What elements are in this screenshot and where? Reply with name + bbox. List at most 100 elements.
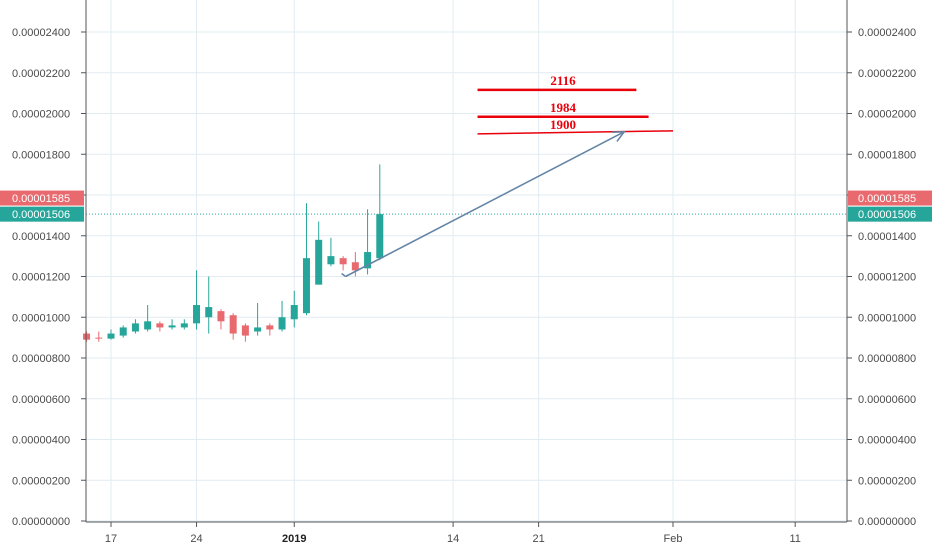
candle-body — [229, 315, 237, 334]
candles — [83, 164, 384, 342]
candle — [278, 300, 286, 332]
candle-body — [83, 333, 91, 340]
candle — [180, 319, 188, 330]
y-axis-right: 0.00000000 0.00000200 0.00000400 0.00000600… — [858, 27, 916, 528]
y-tick-label: 0.00001200 — [858, 272, 916, 284]
candle-body — [254, 327, 262, 332]
candle-body — [180, 323, 188, 328]
candle — [376, 164, 384, 261]
candle — [217, 309, 225, 330]
grid — [86, 0, 847, 522]
level-label-2116: 2116 — [550, 73, 576, 88]
candle-body — [364, 252, 372, 269]
y-tick-label: 0.00002000 — [858, 109, 916, 121]
price-badge-left-label: 0.00001585 — [12, 193, 70, 205]
candle-body — [266, 325, 274, 330]
y-tick-label: 0.00002000 — [12, 109, 70, 121]
y-tick-label: 0.00000000 — [858, 516, 916, 528]
candle — [339, 256, 347, 271]
candle-body — [119, 327, 127, 336]
candle — [327, 237, 335, 267]
candle — [364, 209, 372, 275]
x-tick-label: 2019 — [282, 533, 306, 545]
y-tick-label: 0.00001000 — [858, 312, 916, 324]
y-tick-label: 0.00000200 — [12, 475, 70, 487]
candle — [83, 331, 91, 342]
candle — [266, 323, 274, 336]
y-tick-label: 0.00001200 — [12, 272, 70, 284]
candle — [254, 302, 262, 336]
x-tick-label: 14 — [447, 533, 459, 545]
trend-arrow-line — [345, 131, 625, 278]
y-tick-label: 0.00001000 — [12, 312, 70, 324]
candle-body — [107, 333, 115, 339]
price-badge-left-label: 0.00001506 — [12, 209, 70, 221]
candle — [205, 276, 213, 334]
y-tick-label: 0.00001800 — [858, 149, 916, 161]
y-tick-label: 0.00000400 — [858, 435, 916, 447]
candle-body — [168, 325, 176, 328]
candle-body — [339, 258, 347, 265]
candle-body — [315, 239, 323, 285]
candle — [315, 221, 323, 285]
candle — [290, 290, 298, 328]
candle — [193, 270, 201, 330]
y-tick-label: 0.00001400 — [12, 231, 70, 243]
price-badge-right — [848, 190, 932, 206]
candle-body — [156, 323, 164, 328]
candle — [229, 313, 237, 340]
candle-body — [95, 337, 103, 339]
trend-arrow-tail — [341, 272, 347, 278]
candle-body — [144, 321, 152, 330]
candle — [351, 252, 359, 277]
candle — [144, 305, 152, 332]
candle — [107, 329, 115, 340]
level-label-1984: 1984 — [550, 100, 577, 115]
y-tick-label: 0.00002400 — [12, 27, 70, 39]
candle-body — [241, 325, 249, 336]
price-badges: 0.00001585 0.00001585 0.00001506 0.00001506 — [0, 190, 932, 222]
y-axis-left: 0.00000000 0.00000200 0.00000400 0.00000600… — [12, 27, 70, 528]
candle-body — [302, 258, 310, 314]
y-tick-label: 0.00002200 — [12, 68, 70, 80]
candle-body — [376, 214, 384, 259]
y-tick-label: 0.00000800 — [858, 353, 916, 365]
candle-body — [278, 317, 286, 330]
price-badge-right — [848, 206, 932, 222]
y-tick-label: 0.00000600 — [858, 394, 916, 406]
candle — [95, 331, 103, 342]
candle — [168, 319, 176, 330]
y-tick-label: 0.00000400 — [12, 435, 70, 447]
level-line-1900 — [477, 130, 674, 135]
price-badge-right-label: 0.00001506 — [858, 209, 916, 221]
price-badge-right-label: 0.00001585 — [858, 193, 916, 205]
y-tick-label: 0.00000600 — [12, 394, 70, 406]
y-tick-label: 0.00000200 — [858, 475, 916, 487]
candle-body — [131, 323, 139, 332]
candle — [241, 323, 249, 342]
price-badge-left — [0, 206, 84, 222]
candle — [302, 203, 310, 316]
candle-body — [327, 256, 335, 265]
candle-body — [290, 305, 298, 320]
candle-body — [205, 307, 213, 318]
x-tick-label: 17 — [105, 533, 117, 545]
y-tick-label: 0.00000000 — [12, 516, 70, 528]
y-tick-label: 0.00002400 — [858, 27, 916, 39]
trend-arrow-head — [612, 130, 626, 142]
y-tick-label: 0.00001800 — [12, 149, 70, 161]
candle-body — [351, 262, 359, 271]
candle — [131, 319, 139, 334]
candle-body — [217, 311, 225, 322]
candle-body — [193, 305, 201, 324]
x-axis: 17 24 2019 14 21 Feb 11 — [105, 533, 801, 545]
candle — [156, 321, 164, 332]
y-tick-label: 0.00002200 — [858, 68, 916, 80]
price-badge-left — [0, 190, 84, 206]
annotations: 2116 1984 1900 — [341, 73, 674, 278]
x-tick-label: 21 — [532, 533, 544, 545]
y-tick-label: 0.00000800 — [12, 353, 70, 365]
y-tick-label: 0.00001400 — [858, 231, 916, 243]
x-tick-label: Feb — [664, 533, 683, 545]
